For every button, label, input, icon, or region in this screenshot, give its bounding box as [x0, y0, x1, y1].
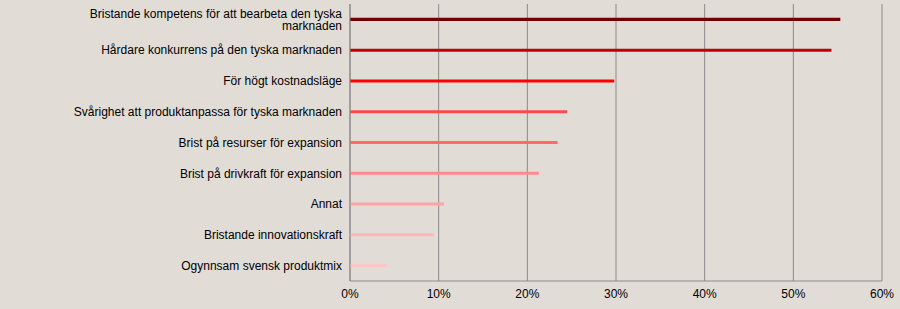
svg-text:Bristande kompetens för att be: Bristande kompetens för att bearbeta den… — [90, 7, 342, 33]
svg-text:30%: 30% — [604, 287, 628, 301]
svg-text:Bristande innovationskraft: Bristande innovationskraft — [204, 228, 343, 242]
svg-text:Hårdare konkurrens på den tysk: Hårdare konkurrens på den tyska marknade… — [101, 43, 342, 57]
svg-text:Svårighet att produktanpassa f: Svårighet att produktanpassa för tyska m… — [74, 105, 342, 119]
svg-text:60%: 60% — [870, 287, 892, 301]
svg-text:10%: 10% — [427, 287, 451, 301]
svg-text:Ogynnsam svensk produktmix: Ogynnsam svensk produktmix — [181, 259, 342, 273]
svg-text:20%: 20% — [515, 287, 539, 301]
svg-text:40%: 40% — [693, 287, 717, 301]
svg-text:50%: 50% — [781, 287, 805, 301]
svg-text:Annat: Annat — [311, 197, 343, 211]
svg-text:Brist på drivkraft för expansi: Brist på drivkraft för expansion — [180, 167, 342, 181]
svg-text:Brist på resurser för expansio: Brist på resurser för expansion — [179, 136, 342, 150]
svg-text:0%: 0% — [341, 287, 359, 301]
svg-text:För högt kostnadsläge: För högt kostnadsläge — [223, 74, 342, 88]
